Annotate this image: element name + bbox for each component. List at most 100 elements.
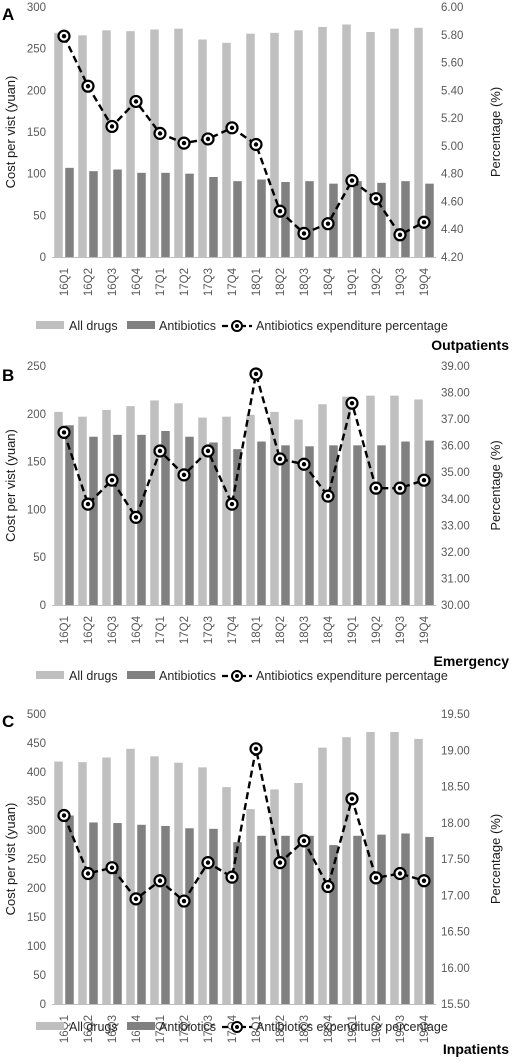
y2-tick-label: 4.40 xyxy=(441,224,463,236)
x-tick-label: 18Q1 xyxy=(251,616,263,644)
bar-all-drugs xyxy=(366,731,375,1004)
percentage-point-core xyxy=(61,813,67,818)
legend-label-all-drugs: All drugs xyxy=(69,669,118,683)
percentage-point-core xyxy=(397,485,403,491)
percentage-point-core xyxy=(229,125,235,131)
legend-swatch-all-drugs xyxy=(36,321,64,329)
x-tick-label: 19Q1 xyxy=(347,1015,359,1043)
bar-all-drugs xyxy=(126,406,135,605)
bar-all-drugs xyxy=(414,738,423,1004)
x-tick-label: 18Q3 xyxy=(299,616,311,644)
bar-all-drugs xyxy=(366,395,375,605)
bar-antibiotics xyxy=(185,173,194,257)
bar-antibiotics xyxy=(233,449,242,605)
percentage-point-core xyxy=(397,232,403,237)
legend-label-antibiotics: Antibiotics xyxy=(159,319,216,333)
y2-tick-label: 32.00 xyxy=(441,547,470,559)
y2-tick-label: 4.20 xyxy=(441,252,463,264)
x-tick-label: 17Q3 xyxy=(203,616,215,644)
legend-swatch-marker-core xyxy=(235,1025,239,1029)
y2-tick-label: 31.00 xyxy=(441,573,470,585)
bar-all-drugs xyxy=(390,28,399,257)
percentage-point-core xyxy=(85,83,91,89)
y2-tick-label: 6.00 xyxy=(441,2,463,14)
bar-antibiotics xyxy=(233,842,242,1004)
bar-antibiotics xyxy=(185,436,194,605)
bar-all-drugs xyxy=(342,396,351,605)
bar-antibiotics xyxy=(329,445,338,605)
x-tick-label: 19Q2 xyxy=(371,616,383,644)
y-tick-label: 150 xyxy=(27,912,46,924)
x-tick-label: 16Q3 xyxy=(107,1015,119,1043)
x-tick-label: 19Q3 xyxy=(395,268,407,296)
percentage-point-core xyxy=(61,430,67,435)
bar-antibiotics xyxy=(113,169,122,257)
percentage-point-core xyxy=(181,140,187,146)
y2-tick-label: 18.00 xyxy=(441,818,470,830)
percentage-point-core xyxy=(205,136,211,142)
y-tick-label: 50 xyxy=(33,210,46,222)
x-tick-label: 17Q1 xyxy=(155,616,167,644)
bar-antibiotics xyxy=(401,833,410,1004)
x-tick-label: 16Q2 xyxy=(83,1015,95,1043)
y-tick-label: 50 xyxy=(33,552,46,564)
bar-antibiotics xyxy=(65,167,74,257)
bar-all-drugs xyxy=(414,27,423,258)
y-tick-label: 0 xyxy=(40,252,46,264)
bar-all-drugs xyxy=(222,787,231,1004)
y2-tick-label: 4.60 xyxy=(441,196,463,208)
percentage-point-core xyxy=(421,220,427,225)
percentage-point-core xyxy=(253,371,259,377)
bar-all-drugs xyxy=(150,29,159,257)
bar-antibiotics xyxy=(65,425,74,605)
legend: All drugs Antibiotics Antibiotics expendit… xyxy=(36,319,448,333)
bar-all-drugs xyxy=(174,762,183,1004)
y2-tick-label: 38.00 xyxy=(441,388,470,400)
y-tick-label: 150 xyxy=(27,457,46,469)
bar-all-drugs xyxy=(414,399,423,605)
bar-all-drugs xyxy=(198,39,207,257)
y-tick-label: 400 xyxy=(27,767,46,779)
percentage-point-core xyxy=(325,221,331,226)
bar-antibiotics xyxy=(233,181,242,257)
percentage-point-core xyxy=(349,796,355,802)
legend-label-percentage: Antibiotics expenditure percentage xyxy=(256,1020,448,1034)
percentage-point-core xyxy=(205,448,211,454)
bar-all-drugs xyxy=(198,767,207,1004)
percentage-point-core xyxy=(301,231,307,236)
y2-tick-label: 19.50 xyxy=(441,709,470,721)
legend-label-all-drugs: All drugs xyxy=(69,319,118,333)
percentage-point-core xyxy=(349,178,355,183)
panel-letter: A xyxy=(2,5,14,24)
bar-antibiotics xyxy=(401,181,410,257)
bar-all-drugs xyxy=(222,416,231,605)
bar-all-drugs xyxy=(102,409,111,605)
x-tick-label: 18Q2 xyxy=(275,1015,287,1043)
y-tick-label: 500 xyxy=(27,709,46,721)
percentage-point-core xyxy=(301,462,307,467)
legend-label-percentage: Antibiotics expenditure percentage xyxy=(256,319,448,333)
x-tick-label: 19Q4 xyxy=(419,1014,431,1043)
x-tick-label: 19Q1 xyxy=(347,268,359,296)
percentage-point-core xyxy=(229,501,235,507)
bar-antibiotics xyxy=(137,824,146,1004)
percentage-point-core xyxy=(109,124,115,129)
y2-tick-label: 5.20 xyxy=(441,113,463,125)
bar-all-drugs xyxy=(318,27,327,257)
y-tick-label: 300 xyxy=(27,2,46,14)
bar-all-drugs xyxy=(198,417,207,605)
percentage-point-core xyxy=(325,884,331,889)
percentage-point-core xyxy=(157,448,163,454)
bar-antibiotics xyxy=(113,434,122,605)
x-tick-label: 16Q1 xyxy=(59,268,71,296)
bar-antibiotics xyxy=(305,446,314,605)
y-tick-label: 250 xyxy=(27,44,46,56)
x-tick-label: 16Q2 xyxy=(83,268,95,296)
x-tick-label: 19Q2 xyxy=(371,1015,383,1043)
legend-label-antibiotics: Antibiotics xyxy=(159,669,216,683)
bar-all-drugs xyxy=(390,731,399,1004)
legend-label-antibiotics: Antibiotics xyxy=(159,1020,216,1034)
legend-swatch-marker-core xyxy=(235,674,239,678)
y2-tick-label: 17.00 xyxy=(441,890,470,902)
percentage-point-core xyxy=(205,860,211,865)
